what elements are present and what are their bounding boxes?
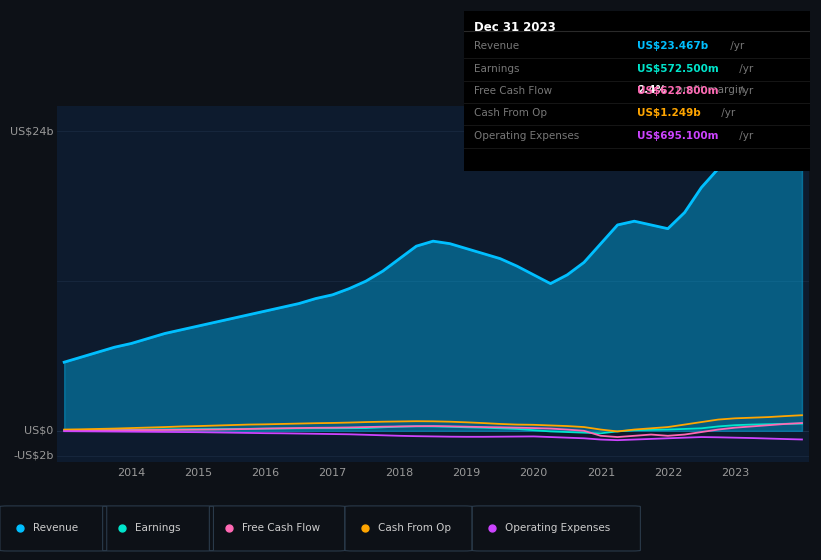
Text: /yr: /yr [718, 108, 736, 118]
Text: 2.4%: 2.4% [637, 85, 666, 95]
Text: Operating Expenses: Operating Expenses [475, 130, 580, 141]
Text: /yr: /yr [727, 41, 745, 52]
Text: profit margin: profit margin [673, 85, 745, 95]
Text: US$23.467b: US$23.467b [637, 41, 709, 52]
Text: Revenue: Revenue [33, 523, 78, 533]
Text: Free Cash Flow: Free Cash Flow [242, 523, 320, 533]
Text: /yr: /yr [736, 86, 754, 96]
Text: US$572.500m: US$572.500m [637, 64, 719, 74]
Text: Earnings: Earnings [475, 64, 520, 74]
Text: Cash From Op: Cash From Op [378, 523, 451, 533]
Text: /yr: /yr [736, 64, 754, 74]
Text: Cash From Op: Cash From Op [475, 108, 548, 118]
Text: Dec 31 2023: Dec 31 2023 [475, 21, 556, 34]
Text: US$695.100m: US$695.100m [637, 130, 718, 141]
Text: Earnings: Earnings [135, 523, 181, 533]
Text: /yr: /yr [736, 130, 754, 141]
Text: US$0: US$0 [25, 426, 53, 436]
Text: Revenue: Revenue [475, 41, 520, 52]
Text: Free Cash Flow: Free Cash Flow [475, 86, 553, 96]
Text: US$1.249b: US$1.249b [637, 108, 701, 118]
Text: Operating Expenses: Operating Expenses [505, 523, 610, 533]
Text: US$622.800m: US$622.800m [637, 86, 718, 96]
Text: US$24b: US$24b [10, 127, 53, 136]
Text: -US$2b: -US$2b [13, 451, 53, 461]
